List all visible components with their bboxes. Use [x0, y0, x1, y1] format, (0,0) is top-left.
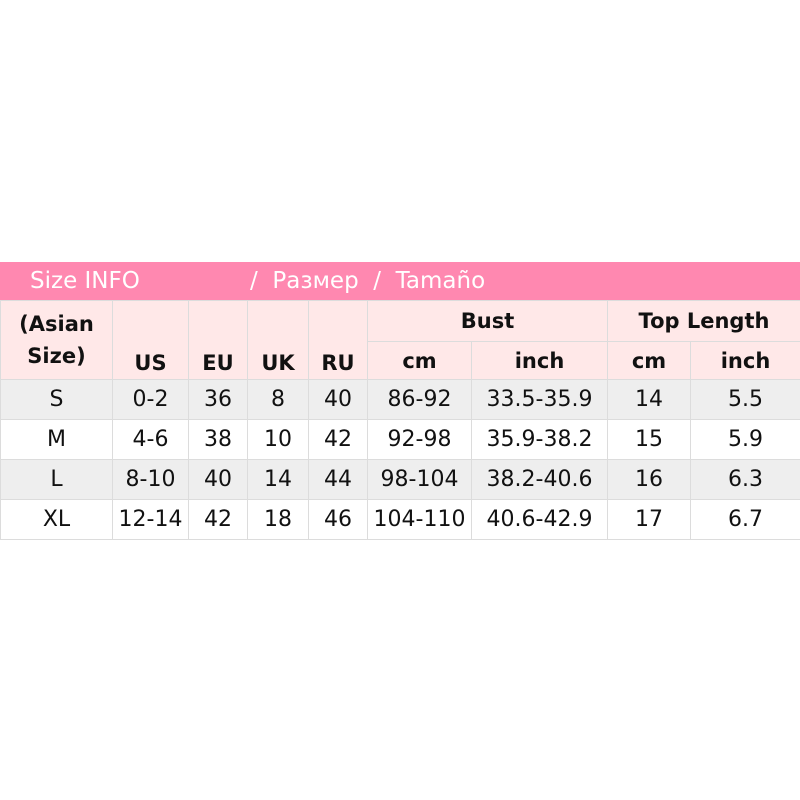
- header-uk: UK: [247, 300, 309, 380]
- table-cell: 6.3: [690, 459, 800, 500]
- table-cell: 40.6-42.9: [471, 499, 608, 540]
- table-row: XL 12-14 42 18 46 104-110 40.6-42.9 17 6.7: [0, 499, 800, 540]
- table-cell: 17: [607, 499, 691, 540]
- table-cell: 86-92: [367, 379, 472, 420]
- table-cell: 36: [188, 379, 248, 420]
- table-cell: 18: [247, 499, 309, 540]
- table-cell: 6.7: [690, 499, 800, 540]
- table-cell: 42: [308, 419, 368, 460]
- table-cell: 5.9: [690, 419, 800, 460]
- header-top-inch: inch: [690, 341, 800, 380]
- table-cell: 8-10: [112, 459, 189, 500]
- table-cell: 15: [607, 419, 691, 460]
- table-cell: S: [0, 379, 113, 420]
- header-top-length: Top Length: [607, 300, 800, 342]
- table-row: M 4-6 38 10 42 92-98 35.9-38.2 15 5.9: [0, 419, 800, 460]
- table-cell: 4-6: [112, 419, 189, 460]
- table-cell: M: [0, 419, 113, 460]
- table-cell: 33.5-35.9: [471, 379, 608, 420]
- size-info-banner: Size INFO / Размер / Tamaño: [0, 262, 800, 300]
- banner-translations: / Размер / Tamaño: [250, 268, 486, 294]
- table-cell: L: [0, 459, 113, 500]
- table-cell: 92-98: [367, 419, 472, 460]
- table-cell: 35.9-38.2: [471, 419, 608, 460]
- table-cell: 0-2: [112, 379, 189, 420]
- header-bust-inch: inch: [471, 341, 608, 380]
- table-row: S 0-2 36 8 40 86-92 33.5-35.9 14 5.5: [0, 379, 800, 420]
- table-cell: 42: [188, 499, 248, 540]
- table-cell: 5.5: [690, 379, 800, 420]
- table-cell: 14: [247, 459, 309, 500]
- table-cell: 10: [247, 419, 309, 460]
- table-cell: 8: [247, 379, 309, 420]
- table-cell: 104-110: [367, 499, 472, 540]
- header-eu: EU: [188, 300, 248, 380]
- banner-title: Size INFO: [30, 268, 140, 294]
- table-cell: 40: [308, 379, 368, 420]
- table-cell: 40: [188, 459, 248, 500]
- table-row: L 8-10 40 14 44 98-104 38.2-40.6 16 6.3: [0, 459, 800, 500]
- header-ru: RU: [308, 300, 368, 380]
- table-cell: 38: [188, 419, 248, 460]
- header-top-cm: cm: [607, 341, 691, 380]
- table-cell: 46: [308, 499, 368, 540]
- table-cell: 12-14: [112, 499, 189, 540]
- table-cell: 98-104: [367, 459, 472, 500]
- size-chart-table: (Asian Size) US EU UK RU Bust Top Length …: [0, 300, 800, 540]
- header-bust: Bust: [367, 300, 608, 342]
- header-us: US: [112, 300, 189, 380]
- table-cell: 44: [308, 459, 368, 500]
- header-bust-cm: cm: [367, 341, 472, 380]
- header-asian-size: (Asian Size): [0, 300, 113, 380]
- table-cell: 16: [607, 459, 691, 500]
- table-cell: 38.2-40.6: [471, 459, 608, 500]
- table-cell: 14: [607, 379, 691, 420]
- table-cell: XL: [0, 499, 113, 540]
